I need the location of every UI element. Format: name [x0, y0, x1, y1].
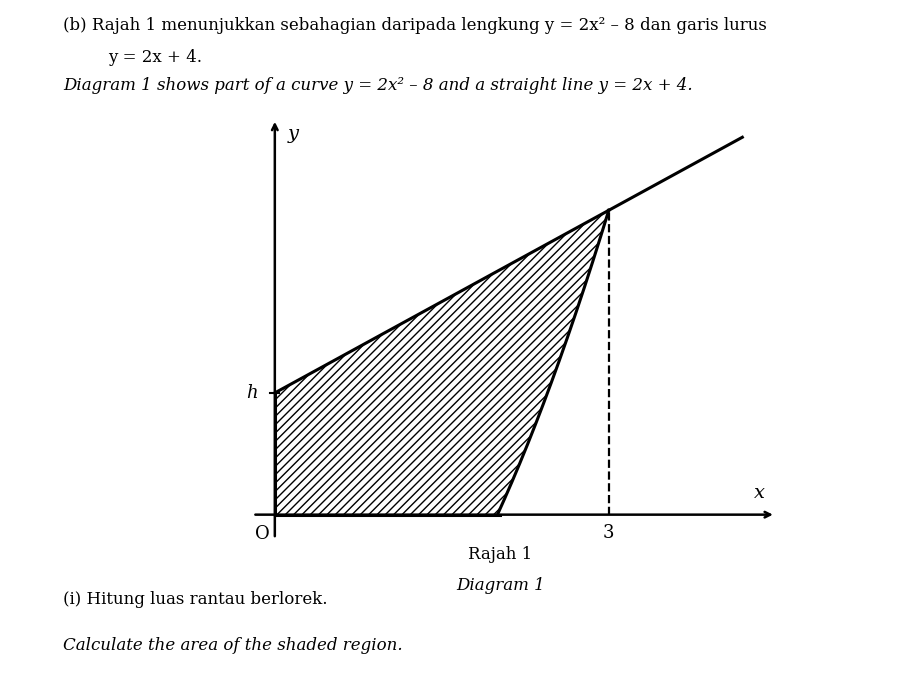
Text: Diagram 1: Diagram 1 [456, 578, 545, 594]
Text: h: h [246, 384, 258, 402]
Text: y = 2x + 4.: y = 2x + 4. [108, 49, 202, 66]
Text: Calculate the area of the shaded region.: Calculate the area of the shaded region. [63, 637, 403, 654]
Text: 3: 3 [603, 524, 614, 542]
Text: y: y [288, 125, 299, 143]
Text: x: x [753, 484, 765, 503]
Text: (i) Hitung luas rantau berlorek.: (i) Hitung luas rantau berlorek. [63, 592, 327, 608]
Text: O: O [254, 525, 270, 543]
Text: Rajah 1: Rajah 1 [468, 546, 533, 563]
Text: (b) Rajah 1 menunjukkan sebahagian daripada lengkung y = 2x² – 8 dan garis lurus: (b) Rajah 1 menunjukkan sebahagian darip… [63, 18, 767, 34]
Text: Diagram 1 shows part of a curve y = 2x² – 8 and a straight line y = 2x + 4.: Diagram 1 shows part of a curve y = 2x² … [63, 77, 693, 94]
